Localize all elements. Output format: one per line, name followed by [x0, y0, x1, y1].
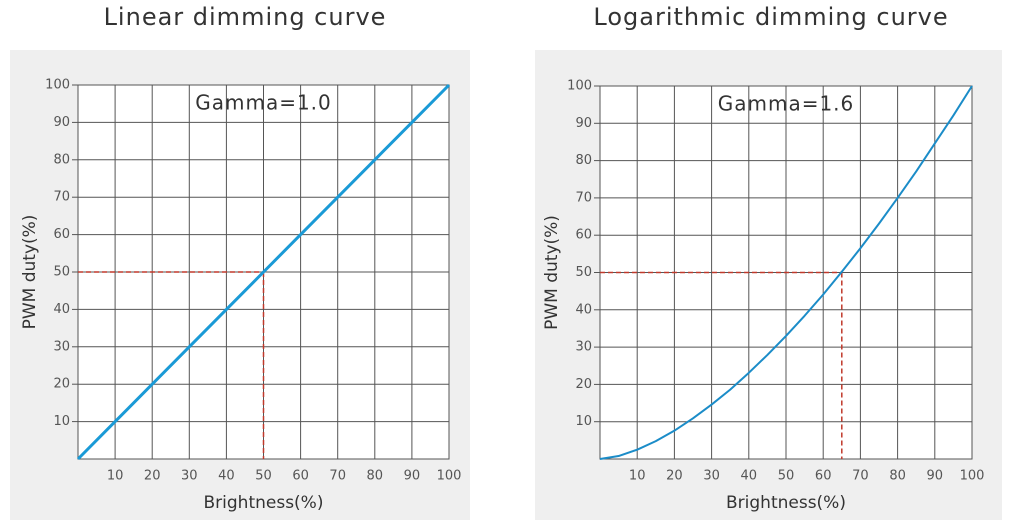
x-tick-label: 50 — [778, 469, 795, 484]
x-tick-label: 10 — [107, 469, 124, 484]
x-axis-label: Brightness(%) — [204, 493, 324, 513]
x-tick-label: 70 — [329, 469, 346, 484]
y-tick-label: 70 — [575, 190, 592, 205]
y-tick-label: 40 — [575, 302, 592, 317]
data-line — [599, 85, 973, 460]
x-tick-label: 40 — [741, 469, 758, 484]
y-tick-label: 20 — [575, 377, 592, 392]
y-tick-label: 20 — [53, 377, 70, 392]
x-tick-label: 90 — [404, 469, 421, 484]
y-tick-label: 70 — [53, 190, 70, 205]
y-tick-label: 50 — [53, 265, 70, 280]
x-tick-label: 90 — [927, 469, 944, 484]
x-tick-label: 10 — [629, 469, 646, 484]
y-tick-label: 10 — [575, 414, 592, 429]
x-axis-label: Brightness(%) — [726, 493, 846, 513]
y-tick-label: 40 — [53, 302, 70, 317]
y-tick-label: 10 — [53, 414, 70, 429]
annotation: Gamma=1.6 — [718, 92, 855, 116]
y-tick-label: 80 — [575, 153, 592, 168]
y-tick-label: 100 — [45, 78, 70, 93]
y-tick-label: 80 — [53, 152, 70, 167]
x-tick-label: 100 — [960, 469, 985, 484]
y-tick-label: 60 — [575, 228, 592, 243]
x-tick-label: 20 — [144, 469, 161, 484]
annotation: Gamma=1.0 — [195, 91, 332, 115]
y-axis-label: PWM duty(%) — [542, 215, 562, 330]
x-tick-label: 20 — [666, 469, 683, 484]
y-axis-label: PWM duty(%) — [20, 215, 40, 330]
x-tick-label: 100 — [437, 469, 462, 484]
x-tick-label: 60 — [292, 469, 309, 484]
x-tick-label: 30 — [181, 469, 198, 484]
y-tick-label: 60 — [53, 227, 70, 242]
x-tick-label: 80 — [889, 469, 906, 484]
x-tick-label: 60 — [815, 469, 832, 484]
y-tick-label: 30 — [53, 339, 70, 354]
x-tick-label: 30 — [703, 469, 720, 484]
x-tick-label: 70 — [852, 469, 869, 484]
y-tick-label: 100 — [567, 79, 592, 94]
y-tick-label: 90 — [575, 116, 592, 131]
x-tick-label: 80 — [367, 469, 384, 484]
y-tick-label: 30 — [575, 340, 592, 355]
data-line — [76, 83, 451, 461]
x-tick-label: 40 — [218, 469, 235, 484]
y-tick-label: 50 — [575, 265, 592, 280]
chart-title: Logarithmic dimming curve — [593, 3, 948, 31]
chart-title: Linear dimming curve — [104, 3, 387, 31]
y-tick-label: 90 — [53, 115, 70, 130]
x-tick-label: 50 — [255, 469, 272, 484]
